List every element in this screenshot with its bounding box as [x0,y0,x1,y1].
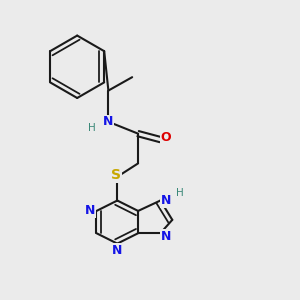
Text: N: N [103,115,114,128]
Text: N: N [112,244,122,257]
Text: N: N [85,204,95,218]
Text: N: N [160,194,171,207]
Text: H: H [88,123,96,133]
Text: S: S [111,168,121,182]
Text: O: O [160,131,171,144]
Text: N: N [160,230,171,243]
Text: H: H [176,188,184,198]
